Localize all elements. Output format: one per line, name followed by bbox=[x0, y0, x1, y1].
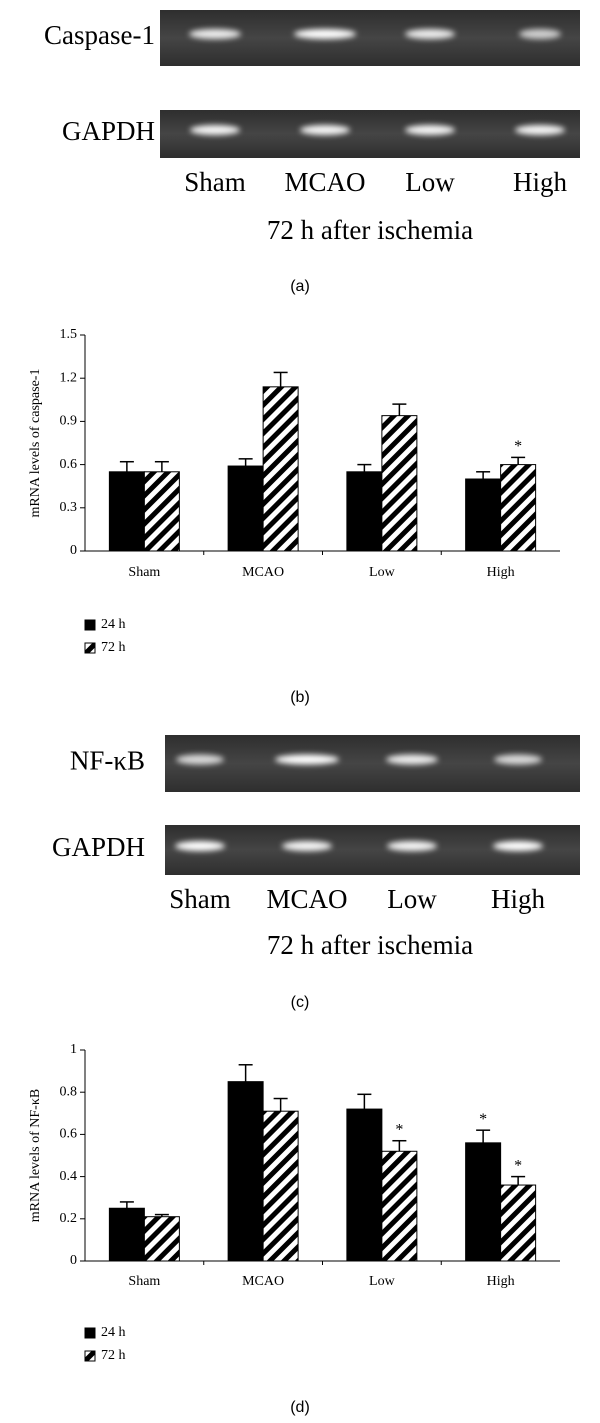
bar bbox=[500, 1184, 537, 1262]
gel-target-label: NF-κB bbox=[70, 746, 145, 776]
bar bbox=[108, 471, 145, 552]
gel-target-label: Caspase-1 bbox=[44, 20, 155, 50]
bar bbox=[346, 471, 383, 552]
bar bbox=[262, 386, 299, 552]
gel-band bbox=[405, 125, 455, 135]
lane-label: Low bbox=[405, 167, 455, 197]
legend-swatch bbox=[84, 1350, 96, 1362]
bar bbox=[143, 1216, 180, 1262]
bar bbox=[346, 1108, 383, 1262]
bar bbox=[143, 471, 180, 552]
gel-band bbox=[300, 125, 350, 135]
significance-mark: * bbox=[514, 438, 522, 455]
y-tick-label: 1.5 bbox=[60, 327, 78, 342]
bar bbox=[381, 415, 418, 552]
legend-label: 72 h bbox=[101, 640, 126, 655]
lane-label: Sham bbox=[184, 167, 246, 197]
x-tick-label: Low bbox=[369, 1274, 396, 1289]
x-tick-label: High bbox=[487, 1274, 515, 1289]
gel-caption: 72 h after ischemia bbox=[267, 215, 473, 245]
legend-label: 24 h bbox=[101, 617, 126, 632]
gel-band bbox=[519, 29, 561, 39]
panel-label: (b) bbox=[290, 689, 310, 706]
y-tick-label: 0.6 bbox=[60, 1127, 78, 1142]
y-tick-label: 0.9 bbox=[60, 414, 78, 429]
legend-swatch bbox=[84, 619, 96, 631]
gel-band bbox=[175, 841, 225, 851]
bar bbox=[465, 478, 502, 552]
y-tick-label: 1.2 bbox=[60, 370, 78, 385]
panel-label: (d) bbox=[290, 1399, 310, 1416]
bar bbox=[227, 465, 264, 552]
gel-band bbox=[515, 125, 565, 135]
gel-caption: 72 h after ischemia bbox=[267, 930, 473, 960]
y-tick-label: 0.3 bbox=[60, 500, 78, 515]
gel-band bbox=[387, 841, 437, 851]
bar bbox=[465, 1142, 502, 1262]
gel-control-label: GAPDH bbox=[62, 116, 155, 146]
x-tick-label: Sham bbox=[128, 565, 160, 580]
gel-band bbox=[294, 29, 356, 39]
lane-label: MCAO bbox=[266, 884, 347, 914]
x-tick-label: High bbox=[487, 565, 515, 580]
bar bbox=[108, 1207, 145, 1262]
gel-control-label: GAPDH bbox=[52, 832, 145, 862]
gel-band bbox=[190, 125, 240, 135]
legend-swatch bbox=[84, 1327, 96, 1339]
legend-label: 72 h bbox=[101, 1348, 126, 1363]
gel-band bbox=[189, 29, 241, 39]
y-tick-label: 0.4 bbox=[60, 1169, 78, 1184]
legend-swatch bbox=[84, 642, 96, 654]
y-tick-label: 0.6 bbox=[60, 457, 78, 472]
gel-band bbox=[493, 841, 543, 851]
y-tick-label: 1 bbox=[70, 1042, 77, 1057]
x-tick-label: Sham bbox=[128, 1274, 160, 1289]
panel-label: (c) bbox=[291, 994, 310, 1011]
significance-mark: * bbox=[395, 1121, 403, 1138]
y-tick-label: 0.8 bbox=[60, 1084, 78, 1099]
x-tick-label: Low bbox=[369, 565, 396, 580]
significance-mark: * bbox=[514, 1157, 522, 1174]
lane-label: Sham bbox=[169, 884, 231, 914]
gel-band bbox=[176, 754, 224, 765]
gel-band bbox=[282, 841, 332, 851]
y-tick-label: 0.2 bbox=[60, 1211, 78, 1226]
gel-band bbox=[275, 754, 339, 765]
lane-label: High bbox=[491, 884, 546, 914]
y-tick-label: 0 bbox=[70, 1253, 77, 1268]
y-tick-label: 0 bbox=[70, 543, 77, 558]
lane-label: MCAO bbox=[284, 167, 365, 197]
legend-label: 24 h bbox=[101, 1325, 126, 1340]
bar bbox=[381, 1150, 418, 1262]
gel-band bbox=[405, 29, 455, 39]
bar bbox=[500, 464, 537, 552]
lane-label: High bbox=[513, 167, 568, 197]
bar bbox=[227, 1081, 264, 1262]
bar bbox=[262, 1110, 299, 1262]
significance-mark: * bbox=[479, 1111, 487, 1128]
panel-label: (a) bbox=[290, 278, 310, 295]
gel-band bbox=[494, 754, 542, 765]
gel-band bbox=[386, 754, 438, 765]
x-tick-label: MCAO bbox=[242, 565, 284, 580]
y-axis-label: mRNA levels of caspase-1 bbox=[28, 369, 43, 518]
x-tick-label: MCAO bbox=[242, 1274, 284, 1289]
y-axis-label: mRNA levels of NF-κB bbox=[28, 1089, 43, 1222]
lane-label: Low bbox=[387, 884, 437, 914]
